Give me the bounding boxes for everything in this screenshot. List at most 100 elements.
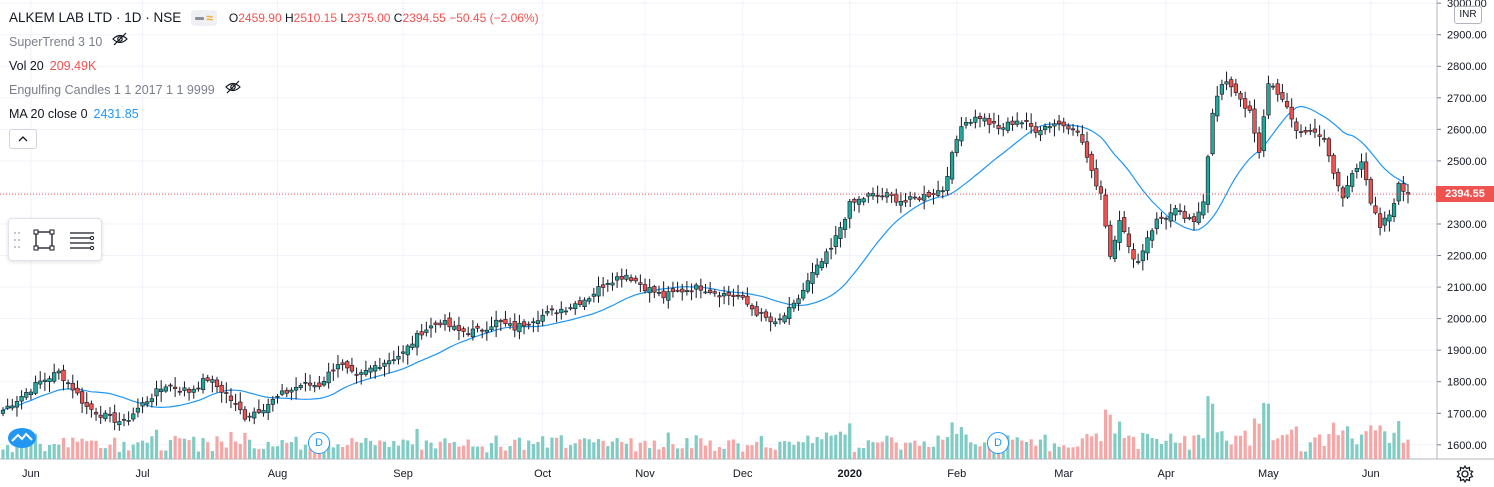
volume-bar — [331, 447, 335, 459]
x-tick-label: Sep — [393, 468, 413, 480]
collapse-legend-button[interactable] — [9, 129, 37, 149]
volume-bar — [1178, 442, 1182, 459]
currency-badge[interactable]: INR — [1454, 6, 1482, 24]
volume-bar — [1080, 438, 1084, 459]
candle-body — [135, 407, 141, 413]
volume-bar — [1183, 435, 1187, 459]
volume-bar — [1206, 396, 1210, 459]
volume-bar — [596, 439, 601, 459]
indicator-volume[interactable]: Vol 20 209.49K — [9, 54, 539, 78]
volume-bar — [420, 449, 424, 459]
volume-bar — [99, 448, 103, 459]
volume-bar — [1099, 441, 1103, 459]
x-tick-label: Oct — [534, 468, 551, 480]
candle-body — [987, 118, 992, 125]
candle-body — [238, 401, 243, 411]
volume-bar — [978, 446, 982, 459]
volume-bar — [1103, 409, 1108, 459]
volume-bar — [1248, 445, 1252, 459]
candle-body — [656, 292, 662, 294]
candle-body — [112, 412, 117, 423]
candle-body — [28, 391, 34, 396]
candle-body — [340, 362, 345, 366]
volume-bar — [1192, 435, 1196, 459]
candle-body — [177, 390, 182, 393]
volume-bar — [964, 434, 968, 459]
rectangle-tool-icon[interactable] — [32, 228, 56, 252]
candle-body — [624, 274, 629, 280]
volume-bar — [810, 443, 815, 459]
dividend-marker[interactable]: D — [987, 432, 1009, 454]
eye-crossed-icon[interactable] — [224, 78, 241, 102]
volume-bar — [443, 438, 447, 459]
volume-bar — [406, 440, 410, 459]
volume-bar — [1136, 448, 1140, 459]
candle-body — [1098, 186, 1104, 194]
candle-body — [256, 409, 261, 413]
indicator-engulfing[interactable]: Engulfing Candles 1 1 2017 1 1 9999 — [9, 78, 539, 102]
volume-bar — [247, 439, 252, 459]
candle-body — [1038, 130, 1043, 136]
volume-bar — [941, 439, 945, 459]
volume-bar — [680, 448, 684, 459]
lines-menu-icon[interactable] — [68, 228, 96, 252]
candle-body — [763, 311, 769, 318]
candle-body — [563, 310, 569, 313]
candle-body — [84, 402, 89, 407]
candle-body — [335, 364, 341, 370]
candle-body — [331, 369, 336, 372]
volume-bar — [671, 444, 675, 459]
candle-body — [870, 193, 876, 197]
candle-body — [349, 364, 355, 372]
indicator-supertrend[interactable]: SuperTrend 3 10 — [9, 30, 539, 54]
candle-body — [154, 388, 159, 397]
volume-bar — [638, 442, 642, 459]
y-tick-label: 2500.00 — [1447, 156, 1487, 168]
candle-body — [1368, 178, 1373, 204]
volume-bar — [1020, 440, 1024, 459]
gear-icon[interactable] — [1455, 464, 1475, 484]
volume-bar — [531, 443, 535, 459]
volume-bar — [1076, 446, 1080, 459]
y-tick-label: 2600.00 — [1447, 124, 1487, 136]
volume-bar — [601, 440, 605, 459]
volume-bar — [806, 435, 810, 459]
volume-bar — [852, 451, 856, 459]
volume-bar — [782, 441, 787, 459]
candle-body — [140, 402, 145, 407]
candle-body — [489, 326, 494, 331]
volume-bar — [299, 449, 303, 459]
volume-bar — [448, 443, 452, 459]
drag-handle-icon[interactable] — [12, 227, 22, 253]
candle-body — [959, 126, 964, 142]
candle-body — [587, 298, 592, 302]
volume-bar — [889, 437, 894, 459]
tradingview-cloud-icon[interactable] — [7, 425, 37, 449]
eye-crossed-icon[interactable] — [112, 30, 129, 54]
volume-bar — [936, 435, 940, 459]
volume-bar — [1271, 440, 1275, 459]
x-tick-label: Mar — [1054, 468, 1073, 480]
volume-bar — [578, 439, 582, 459]
candle-body — [512, 321, 517, 331]
volume-bar — [555, 437, 559, 459]
chart-style-toggle[interactable]: ≈ — [191, 10, 217, 26]
volume-bar — [1406, 439, 1410, 459]
candle-body — [694, 284, 699, 290]
volume-bar — [931, 446, 936, 459]
candle-body — [149, 398, 154, 403]
volume-bar — [778, 441, 782, 459]
volume-bar — [117, 451, 121, 459]
candle-body — [205, 377, 210, 381]
candle-body — [768, 316, 773, 323]
volume-bar — [47, 444, 52, 459]
dividend-marker[interactable]: D — [308, 432, 330, 454]
indicator-ma[interactable]: MA 20 close 0 2431.85 — [9, 102, 539, 126]
candle-body — [1094, 168, 1099, 187]
candle-body — [1131, 249, 1136, 260]
candle-body — [242, 409, 248, 420]
volume-bar — [113, 437, 117, 459]
candle-body — [1010, 120, 1015, 125]
symbol-title[interactable]: ALKEM LAB LTD · 1D · NSE — [9, 10, 182, 25]
